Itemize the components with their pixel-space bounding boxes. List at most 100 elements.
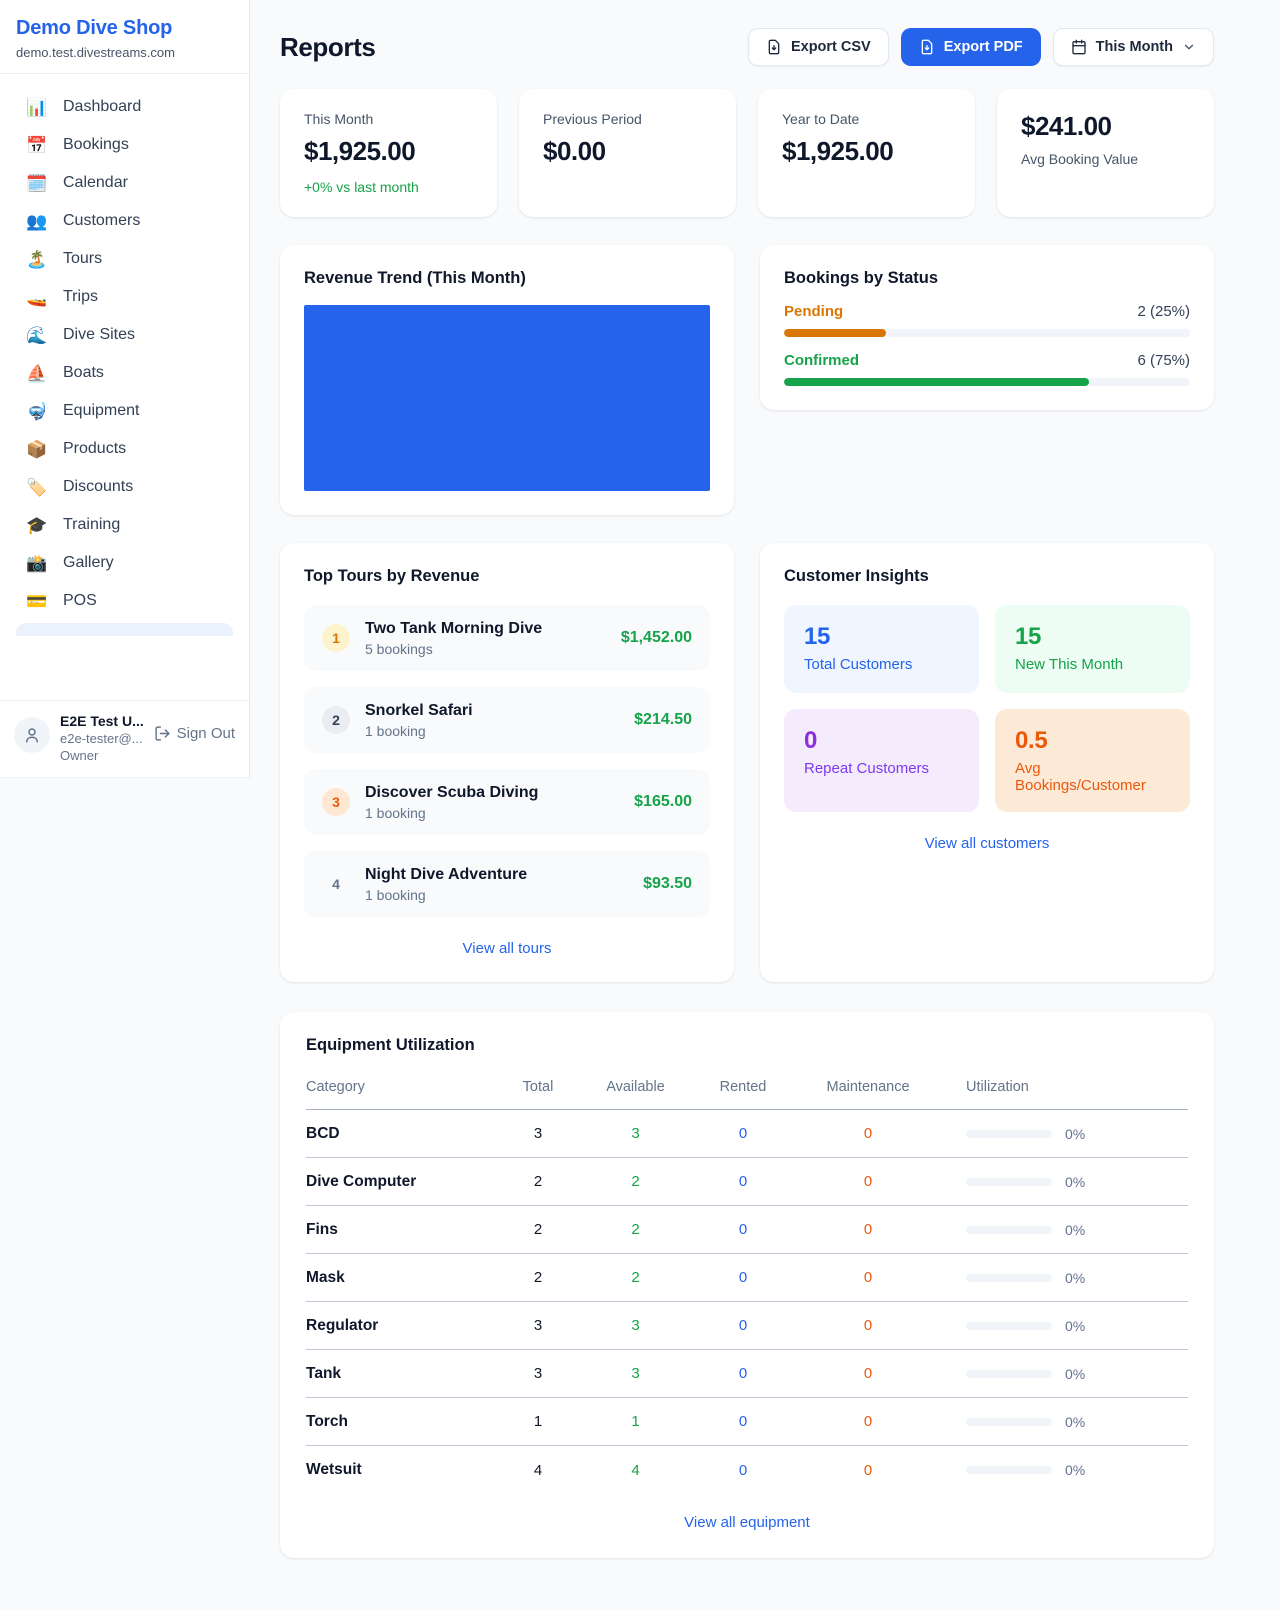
cell-utilization: 0% xyxy=(1065,1221,1086,1238)
cell-maintenance: 0 xyxy=(863,1221,873,1238)
sidebar-item-calendar[interactable]: 🗓️ Calendar xyxy=(16,164,233,202)
rank-badge: 3 xyxy=(322,788,350,816)
calendar-icon: 🗓️ xyxy=(26,173,48,193)
cell-total: 2 xyxy=(533,1173,543,1190)
top-tours-title: Top Tours by Revenue xyxy=(304,567,480,585)
sidebar-item-products[interactable]: 📦 Products xyxy=(16,430,233,468)
insight-value: 15 xyxy=(804,623,831,650)
insight-grid: 15 Total Customers 15 New This Month 0 R… xyxy=(784,605,1190,812)
table-row: Regulator 3 3 0 0 0% xyxy=(306,1302,1188,1350)
export-csv-button[interactable]: Export CSV xyxy=(747,28,889,66)
brand-domain: demo.test.divestreams.com xyxy=(16,45,175,60)
revenue-trend-card: Revenue Trend (This Month) xyxy=(280,245,734,515)
utilization-bar xyxy=(966,1273,1052,1282)
sidebar-item-tours[interactable]: 🏝️ Tours xyxy=(16,240,233,278)
cell-available: 3 xyxy=(631,1365,640,1382)
insight-label: New This Month xyxy=(1015,656,1124,673)
equipment-utilization-title: Equipment Utilization xyxy=(306,1036,475,1054)
stat-value: $1,925.00 xyxy=(304,136,416,166)
sidebar-item-equipment[interactable]: 🤿 Equipment xyxy=(16,392,233,430)
sidebar-item-discounts[interactable]: 🏷️ Discounts xyxy=(16,468,233,506)
tour-name: Two Tank Morning Dive xyxy=(365,619,543,637)
cell-utilization: 0% xyxy=(1065,1125,1086,1142)
column-header-available: Available xyxy=(606,1079,665,1095)
stat-delta: +0% vs last month xyxy=(304,179,419,195)
period-dropdown[interactable]: This Month xyxy=(1052,28,1214,66)
cell-total: 4 xyxy=(533,1461,543,1479)
sidebar-nav: 📊 Dashboard 📅 Bookings 🗓️ Calendar 👥 Cus… xyxy=(0,74,249,700)
brand-name: Demo Dive Shop xyxy=(16,17,173,39)
cell-category: Torch xyxy=(306,1412,348,1430)
people-icon: 👥 xyxy=(26,211,48,231)
sidebar-item-dashboard[interactable]: 📊 Dashboard xyxy=(16,88,233,126)
sidebar-item-reports-active-partial[interactable] xyxy=(16,623,233,636)
tag-icon: 🏷️ xyxy=(26,477,48,497)
cell-category: Tank xyxy=(306,1364,342,1382)
cell-maintenance: 0 xyxy=(863,1125,873,1142)
tour-row[interactable]: 1 Two Tank Morning Dive 5 bookings $1,45… xyxy=(304,605,710,671)
table-row: Torch 1 1 0 0 0% xyxy=(306,1398,1188,1446)
view-all-tours-link[interactable]: View all tours xyxy=(462,940,552,957)
stat-card-year-to-date: Year to Date $1,925.00 xyxy=(758,89,975,217)
sidebar-item-gallery[interactable]: 📸 Gallery xyxy=(16,544,233,582)
page-title: Reports xyxy=(280,31,376,62)
cell-maintenance: 0 xyxy=(863,1461,873,1479)
sidebar-item-boats[interactable]: ⛵ Boats xyxy=(16,354,233,392)
tour-name: Snorkel Safari xyxy=(365,701,473,719)
sidebar-item-label: Trips xyxy=(63,288,98,305)
tour-list: 1 Two Tank Morning Dive 5 bookings $1,45… xyxy=(304,605,710,917)
equipment-utilization-card: Equipment Utilization Category Total Ava… xyxy=(280,1012,1214,1558)
sign-out-label: Sign Out xyxy=(176,725,235,742)
sidebar-item-label: Boats xyxy=(63,364,104,381)
sidebar-item-training[interactable]: 🎓 Training xyxy=(16,506,233,544)
utilization-bar xyxy=(966,1225,1052,1234)
column-header-total: Total xyxy=(522,1079,554,1095)
sidebar-item-label: POS xyxy=(63,592,97,609)
sidebar-item-label: Tours xyxy=(63,250,103,267)
stat-card-this-month: This Month $1,925.00 +0% vs last month xyxy=(280,89,497,217)
sidebar-item-dive-sites[interactable]: 🌊 Dive Sites xyxy=(16,316,233,354)
insight-value: 0.5 xyxy=(1015,727,1048,754)
sign-out-icon xyxy=(155,726,170,741)
progress-track xyxy=(784,329,1190,337)
sidebar-item-bookings[interactable]: 📅 Bookings xyxy=(16,126,233,164)
cell-total: 2 xyxy=(533,1221,543,1238)
cell-rented: 0 xyxy=(738,1221,748,1238)
stat-value: $241.00 xyxy=(1021,111,1112,141)
sign-out-button[interactable]: Sign Out xyxy=(154,725,235,742)
cell-maintenance: 0 xyxy=(863,1269,873,1286)
sidebar-item-trips[interactable]: 🚤 Trips xyxy=(16,278,233,316)
status-row-pending: Pending 2 (25%) xyxy=(784,303,1190,337)
sidebar-item-customers[interactable]: 👥 Customers xyxy=(16,202,233,240)
export-csv-label: Export CSV xyxy=(790,39,871,55)
cell-utilization: 0% xyxy=(1065,1317,1086,1334)
cell-maintenance: 0 xyxy=(863,1173,873,1190)
tour-row[interactable]: 2 Snorkel Safari 1 booking $214.50 xyxy=(304,687,710,753)
view-all-customers-link[interactable]: View all customers xyxy=(924,835,1050,852)
column-header-rented: Rented xyxy=(719,1079,767,1095)
cell-category: Mask xyxy=(306,1268,345,1286)
export-pdf-button[interactable]: Export PDF xyxy=(900,28,1041,66)
progress-fill-confirmed xyxy=(784,378,1089,386)
tour-bookings: 5 bookings xyxy=(365,640,433,657)
view-all-equipment-link[interactable]: View all equipment xyxy=(684,1514,810,1531)
cell-rented: 0 xyxy=(738,1461,748,1479)
cell-utilization: 0% xyxy=(1065,1269,1086,1286)
page-header: Reports Export CSV Export PDF This Month xyxy=(280,28,1214,66)
tour-row[interactable]: 4 Night Dive Adventure 1 booking $93.50 xyxy=(304,851,710,917)
sidebar-item-pos[interactable]: 💳 POS xyxy=(16,582,233,620)
insights-row: Top Tours by Revenue 1 Two Tank Morning … xyxy=(280,543,1214,982)
customer-insights-card: Customer Insights 15 Total Customers 15 … xyxy=(760,543,1214,982)
camera-icon: 📸 xyxy=(26,553,48,573)
progress-fill-pending xyxy=(784,329,886,337)
tour-row[interactable]: 3 Discover Scuba Diving 1 booking $165.0… xyxy=(304,769,710,835)
cell-utilization: 0% xyxy=(1065,1173,1086,1190)
tour-name: Discover Scuba Diving xyxy=(365,783,539,801)
status-count: 6 (75%) xyxy=(1137,352,1190,369)
sidebar-item-label: Customers xyxy=(63,212,141,229)
tour-amount: $214.50 xyxy=(634,711,692,728)
cell-category: Fins xyxy=(306,1220,338,1238)
cell-total: 2 xyxy=(533,1269,543,1286)
table-row: Fins 2 2 0 0 0% xyxy=(306,1206,1188,1254)
equipment-table: Category Total Available Rented Maintena… xyxy=(306,1071,1188,1494)
